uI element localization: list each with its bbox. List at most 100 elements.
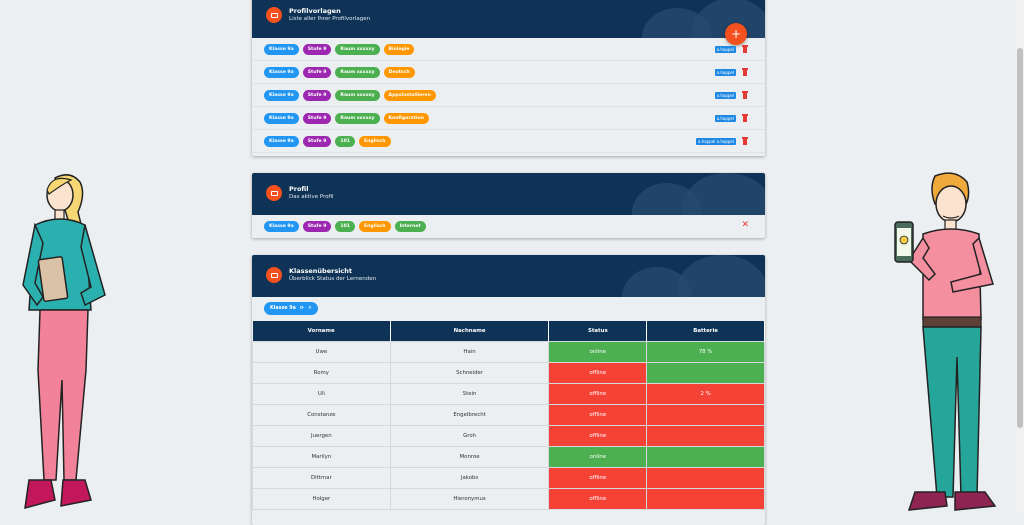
card-title: Klassenübersicht: [289, 267, 353, 275]
last-name-cell: Groh: [389, 424, 550, 447]
first-name-cell: Romy: [252, 361, 391, 384]
table-row[interactable]: Holger Hieronymus offline: [252, 487, 765, 510]
last-name-cell: Monroe: [389, 445, 550, 468]
template-row[interactable]: Klasse 9a Stufe 9 Raum xxxxxy Konfiguration…: [252, 107, 765, 130]
card-subtitle: Das aktive Profil: [289, 194, 334, 200]
table-row[interactable]: Constanze Engelbrecht offline: [252, 403, 765, 426]
table-row[interactable]: Uwe Hain online 78 %: [252, 340, 765, 363]
delete-icon[interactable]: [742, 137, 748, 145]
active-profile-row: Klasse 9a Stufe 9 101 Englisch Internet ✕: [252, 215, 765, 238]
deactivate-profile-button[interactable]: ✕: [741, 220, 749, 230]
first-name-cell: Juergen: [252, 424, 391, 447]
status-cell: online: [548, 445, 648, 468]
chip: Raum xxxxxy: [335, 90, 380, 101]
owner-tag: a.happel a.happel: [696, 138, 736, 145]
column-header-nachname[interactable]: Nachname: [390, 321, 550, 341]
table-row[interactable]: Dittmar Jakobs offline: [252, 466, 765, 489]
chip: Deutsch: [383, 67, 415, 78]
chip: Raum xxxxxy: [335, 44, 380, 55]
card-title: Profil: [289, 185, 309, 193]
battery-cell: [646, 466, 765, 489]
battery-cell: 2 %: [646, 382, 765, 405]
column-header-status[interactable]: Status: [548, 321, 648, 341]
scrollbar-thumb[interactable]: [1017, 48, 1023, 428]
battery-cell: [646, 445, 765, 468]
chip: 101: [335, 136, 355, 147]
chip: Raum xxxxxy: [335, 113, 380, 124]
template-row[interactable]: Klasse 9a Stufe 9 Raum xxxxxy AppsInstallie…: [252, 84, 765, 107]
table-row[interactable]: Marilyn Monroe online: [252, 445, 765, 468]
template-row[interactable]: Klasse 9a Stufe 9 Raum xxxxxy Deutsch a.happ…: [252, 61, 765, 84]
filter-label: Klasse 9a: [270, 306, 296, 311]
template-row[interactable]: Klasse 9a Stufe 9 Raum xxxxxy Biologie a.hap…: [252, 38, 765, 61]
status-cell: offline: [548, 487, 648, 510]
first-name-cell: Dittmar: [252, 466, 391, 489]
profil-header: Profil Das aktive Profil: [252, 173, 765, 215]
last-name-cell: Stein: [389, 382, 550, 405]
chip: Englisch: [359, 136, 391, 147]
chip: Englisch: [359, 221, 391, 232]
table-row[interactable]: Juergen Groh offline: [252, 424, 765, 447]
delete-icon[interactable]: [742, 45, 748, 53]
class-overview-icon: [266, 267, 282, 283]
card-subtitle: Überblick Status der Lernenden: [289, 276, 377, 282]
battery-cell: [646, 424, 765, 447]
woman-illustration: [22, 174, 106, 510]
status-cell: offline: [548, 466, 648, 489]
status-cell: offline: [548, 361, 648, 384]
card-title: Profilvorlagen: [289, 7, 341, 15]
chip: Klasse 9a: [264, 113, 299, 124]
chip: Stufe 9: [302, 67, 332, 78]
delete-icon[interactable]: [742, 68, 748, 76]
first-name-cell: Holger: [252, 487, 391, 510]
chip: Stufe 9: [302, 44, 332, 55]
status-cell: offline: [548, 403, 648, 426]
profile-icon: [266, 185, 282, 201]
last-name-cell: Schneider: [389, 361, 550, 384]
chip: Klasse 9a: [264, 136, 299, 147]
klassen-header: Klassenübersicht Überblick Status der Le…: [252, 255, 765, 297]
chip: Klasse 9a: [264, 44, 299, 55]
page-scrollbar[interactable]: [1016, 0, 1024, 513]
owner-tag: a.happel: [714, 92, 736, 99]
chip: Stufe 9: [302, 113, 332, 124]
chip: Klasse 9a: [264, 67, 299, 78]
chip: Stufe 9: [302, 90, 332, 101]
owner-tag: a.happel: [714, 115, 736, 122]
battery-cell: 78 %: [646, 340, 765, 363]
first-name-cell: Marilyn: [252, 445, 391, 468]
column-header-vorname[interactable]: Vorname: [252, 321, 391, 341]
first-name-cell: Constanze: [252, 403, 391, 426]
status-cell: offline: [548, 424, 648, 447]
battery-cell: [646, 361, 765, 384]
profilvorlagen-card: Profilvorlagen Liste aller Ihrer Profilv…: [252, 0, 765, 156]
class-filter-chip[interactable]: Klasse 9a ⟳ ✕: [264, 302, 318, 315]
chip: 101: [335, 221, 355, 232]
chip: AppsInstallieren: [383, 90, 436, 101]
klassenuebersicht-card: Klassenübersicht Überblick Status der Le…: [252, 255, 765, 525]
template-row[interactable]: Klasse 9a Stufe 9 101 Englisch a.happel a.ha…: [252, 130, 765, 153]
battery-cell: [646, 487, 765, 510]
table-row[interactable]: Romy Schneider offline: [252, 361, 765, 384]
chip: Stufe 9: [302, 221, 332, 232]
delete-icon[interactable]: [742, 114, 748, 122]
refresh-icon[interactable]: ⟳: [299, 306, 304, 311]
chip: Konfiguration: [383, 113, 429, 124]
delete-icon[interactable]: [742, 91, 748, 99]
add-template-button[interactable]: +: [725, 23, 747, 45]
column-header-batterie[interactable]: Batterie: [646, 321, 765, 341]
owner-tag: a.happel: [714, 69, 736, 76]
chip: Biologie: [383, 44, 415, 55]
table-row[interactable]: Uli Stein offline 2 %: [252, 382, 765, 405]
templates-icon: [266, 7, 282, 23]
last-name-cell: Engelbrecht: [389, 403, 550, 426]
chip: Klasse 9a: [264, 221, 299, 232]
man-illustration: [894, 172, 997, 511]
last-name-cell: Hieronymus: [389, 487, 550, 510]
profil-card: Profil Das aktive Profil Klasse 9a Stufe …: [252, 173, 765, 238]
last-name-cell: Jakobs: [389, 466, 550, 489]
close-icon[interactable]: ✕: [307, 306, 312, 311]
first-name-cell: Uwe: [252, 340, 391, 363]
chip: Klasse 9a: [264, 90, 299, 101]
status-cell: online: [548, 340, 648, 363]
